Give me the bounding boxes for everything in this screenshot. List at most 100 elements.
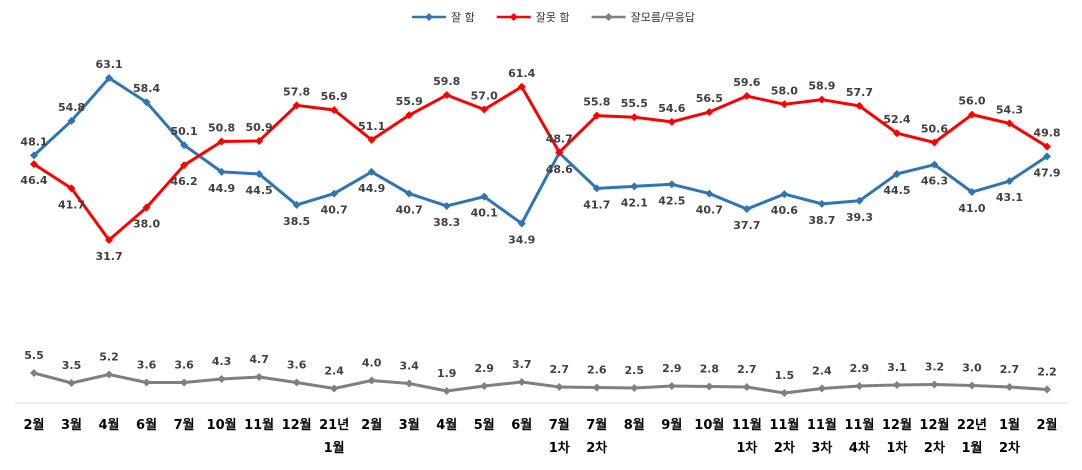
series-1-point-6 (255, 136, 264, 145)
series-2-point-12 (480, 382, 489, 390)
label-s1-22: 57.7 (846, 86, 873, 99)
tick-label-14-0: 7월 (549, 417, 570, 433)
tick-label-26-0: 1월 (999, 417, 1020, 433)
label-s1-23: 52.4 (883, 113, 910, 126)
series-line-0 (32, 76, 1048, 225)
label-s2-19: 2.7 (737, 363, 757, 376)
series-1-point-13 (517, 82, 526, 91)
label-s0-10: 40.7 (396, 204, 423, 217)
tick-label-22-1: 4차 (849, 440, 870, 456)
series-1-point-11 (442, 91, 451, 100)
series-1-point-10 (405, 111, 414, 120)
series-0-point-6 (255, 169, 264, 178)
series-0-point-13 (517, 219, 526, 228)
series-0-point-15 (592, 184, 601, 193)
tick-label-21-1: 3차 (811, 440, 832, 456)
series-2-point-9 (367, 376, 376, 385)
label-s0-3: 58.4 (133, 82, 160, 95)
label-s2-5: 4.3 (212, 355, 232, 368)
series-0-point-9 (367, 167, 376, 176)
series-0-point-2 (105, 74, 114, 82)
label-s0-19: 37.7 (733, 219, 760, 232)
series-0-point-25 (967, 188, 976, 197)
series-0-point-0 (30, 151, 38, 160)
series-2-point-8 (330, 384, 339, 393)
label-s1-9: 51.1 (358, 120, 385, 133)
tick-label-25-1: 1월 (961, 440, 982, 456)
series-1-point-0 (30, 160, 38, 169)
series-1-point-5 (217, 137, 226, 146)
series-2-point-4 (180, 378, 189, 387)
label-s0-6: 44.5 (246, 184, 273, 197)
series-0-point-21 (817, 199, 826, 208)
label-s2-26: 2.7 (1000, 363, 1020, 376)
series-1-point-3 (142, 203, 151, 212)
tick-label-3-0: 6월 (136, 417, 157, 433)
label-s2-0: 5.5 (24, 349, 44, 362)
series-0-point-20 (780, 190, 789, 199)
label-s1-17: 54.6 (658, 102, 685, 115)
series-2-point-11 (442, 387, 451, 395)
label-s2-9: 4.0 (362, 357, 382, 370)
series-0-point-16 (630, 182, 639, 191)
series-0-point-11 (442, 201, 451, 210)
series-2-point-24 (930, 380, 939, 389)
tick-label-27-0: 2월 (1036, 417, 1057, 433)
series-1-point-25 (967, 110, 976, 119)
series-1-point-14 (555, 148, 564, 157)
label-s2-22: 2.9 (850, 362, 870, 375)
series-0-point-8 (330, 189, 339, 198)
series-0-point-26 (1005, 177, 1014, 186)
series-2-point-25 (967, 381, 976, 390)
series-0-point-5 (217, 167, 226, 176)
label-s0-25: 41.0 (958, 202, 985, 215)
tick-label-21-0: 11월 (807, 417, 837, 433)
label-s1-1: 41.7 (58, 198, 85, 211)
series-1-point-23 (892, 129, 901, 138)
series-line-2 (33, 371, 1048, 395)
label-s1-10: 55.9 (396, 95, 423, 108)
series-1-point-8 (330, 105, 339, 114)
tick-label-0-0: 2월 (23, 417, 44, 433)
series-0-point-4 (180, 141, 189, 150)
series-1-point-2 (105, 236, 114, 244)
label-s0-4: 50.1 (171, 125, 198, 138)
label-s2-1: 3.5 (62, 359, 82, 372)
label-s1-16: 55.5 (621, 97, 648, 110)
series-1-point-1 (67, 184, 76, 193)
series-1-point-7 (292, 101, 301, 110)
tick-label-15-1: 2차 (586, 440, 607, 456)
label-s1-27: 49.8 (1033, 127, 1060, 140)
label-s1-24: 50.6 (921, 122, 948, 135)
label-s1-21: 58.9 (808, 80, 835, 93)
series-2-point-19 (742, 383, 751, 391)
tick-label-2-0: 4월 (99, 417, 120, 433)
label-s2-20: 1.5 (775, 369, 795, 382)
label-s1-15: 55.8 (583, 96, 610, 109)
label-s1-4: 46.2 (171, 175, 198, 188)
label-s0-20: 40.6 (771, 204, 798, 217)
legend: 잘 함 잘못 함 잘모름/무응답 (412, 11, 695, 24)
series-2-point-2 (105, 370, 114, 379)
series-2-point-21 (817, 384, 826, 393)
series-0-point-12 (480, 192, 489, 201)
series-1-point-9 (367, 135, 376, 144)
label-s1-26: 54.3 (996, 103, 1023, 116)
series-0-point-3 (142, 98, 151, 107)
label-s2-3: 3.6 (137, 359, 157, 372)
tick-label-6-0: 11월 (244, 417, 274, 433)
series-2-point-5 (217, 375, 226, 383)
tick-label-17-0: 9월 (661, 417, 682, 433)
series-2-point-26 (1005, 383, 1014, 391)
tick-label-20-1: 2차 (774, 440, 795, 456)
label-s0-14: 48.6 (546, 163, 573, 176)
series-2-point-18 (705, 382, 714, 391)
label-s2-7: 3.6 (287, 359, 307, 372)
series-0-point-18 (705, 189, 714, 198)
tick-label-19-0: 11월 (732, 417, 762, 433)
label-s2-25: 3.0 (962, 362, 982, 375)
label-s1-25: 56.0 (958, 95, 985, 108)
label-s0-7: 38.5 (283, 215, 310, 228)
series-0-point-7 (292, 200, 301, 209)
tick-label-4-0: 7월 (174, 417, 195, 433)
